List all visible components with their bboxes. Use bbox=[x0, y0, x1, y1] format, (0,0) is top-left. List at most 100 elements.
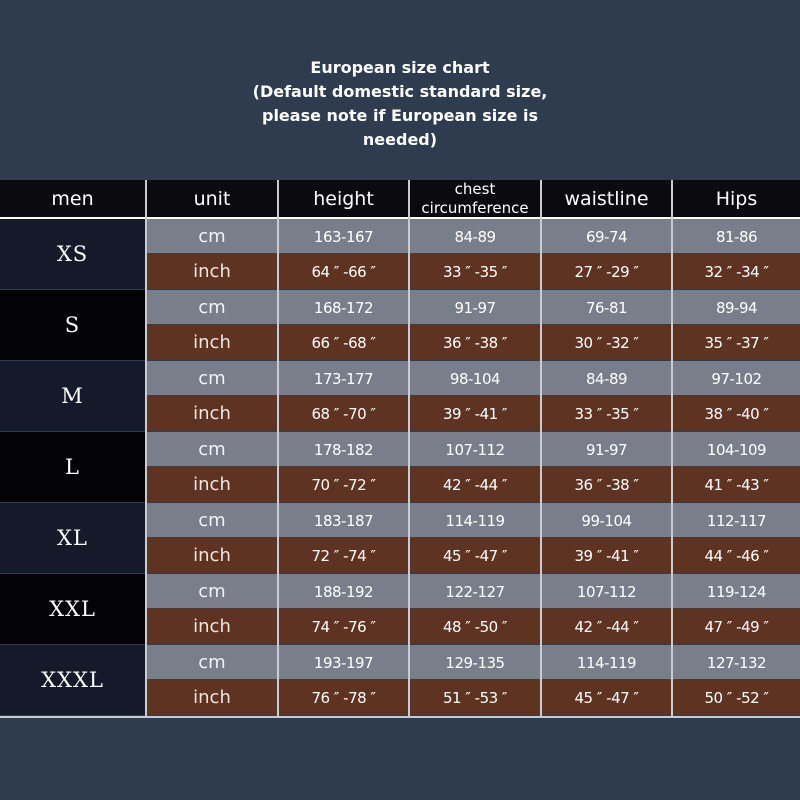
waist-cell: 107-112 bbox=[576, 582, 637, 601]
size-label: XL bbox=[0, 503, 145, 573]
size-label: M bbox=[0, 361, 145, 431]
size-group-l: L cm 178-182 107-112 91-97 104-109 inch … bbox=[0, 432, 800, 502]
unit-cell: cm bbox=[198, 297, 226, 318]
size-label: XXXL bbox=[0, 645, 145, 715]
chest-cell: 33 ″ -35 ″ bbox=[442, 262, 508, 281]
size-group-xl: XL cm 183-187 114-119 99-104 112-117 inc… bbox=[0, 503, 800, 573]
unit-cell: cm bbox=[198, 652, 226, 673]
hips-cell: 104-109 bbox=[706, 440, 767, 459]
size-label: S bbox=[0, 290, 145, 360]
waist-cell: 39 ″ -41 ″ bbox=[574, 546, 639, 565]
waist-cell: 45 ″ -47 ″ bbox=[574, 688, 639, 707]
header-waistline: waistline bbox=[564, 187, 649, 210]
chest-cell: 51 ″ -53 ″ bbox=[442, 688, 508, 707]
table-row-cm: cm 183-187 114-119 99-104 112-117 bbox=[147, 503, 800, 538]
table-row-cm: cm 163-167 84-89 69-74 81-86 bbox=[147, 219, 800, 254]
header-chest-line2: circumference bbox=[421, 199, 529, 217]
hips-cell: 97-102 bbox=[711, 369, 762, 388]
height-cell: 193-197 bbox=[313, 653, 374, 672]
hips-cell: 44 ″ -46 ″ bbox=[704, 546, 769, 565]
chest-cell: 45 ″ -47 ″ bbox=[442, 546, 508, 565]
height-cell: 66 ″ -68 ″ bbox=[311, 333, 376, 352]
hips-cell: 41 ″ -43 ″ bbox=[704, 475, 769, 494]
table-row-cm: cm 193-197 129-135 114-119 127-132 bbox=[147, 645, 800, 680]
height-cell: 178-182 bbox=[313, 440, 374, 459]
chest-cell: 98-104 bbox=[449, 369, 501, 388]
column-divider bbox=[277, 180, 279, 718]
unit-cell: cm bbox=[198, 439, 226, 460]
waist-cell: 76-81 bbox=[585, 298, 628, 317]
header-unit: unit bbox=[193, 187, 231, 210]
hips-cell: 89-94 bbox=[715, 298, 758, 317]
size-label: XXL bbox=[0, 574, 145, 644]
unit-cell: cm bbox=[198, 510, 226, 531]
height-cell: 68 ″ -70 ″ bbox=[311, 404, 376, 423]
unit-cell: cm bbox=[198, 581, 226, 602]
hips-cell: 38 ″ -40 ″ bbox=[704, 404, 769, 423]
column-divider bbox=[671, 180, 673, 718]
unit-cell: inch bbox=[193, 261, 231, 282]
height-cell: 173-177 bbox=[313, 369, 374, 388]
table-row-cm: cm 173-177 98-104 84-89 97-102 bbox=[147, 361, 800, 396]
title-line-4: needed) bbox=[362, 130, 438, 149]
column-divider bbox=[408, 180, 410, 718]
hips-cell: 32 ″ -34 ″ bbox=[704, 262, 769, 281]
height-cell: 168-172 bbox=[313, 298, 374, 317]
hips-cell: 50 ″ -52 ″ bbox=[704, 688, 769, 707]
chest-cell: 39 ″ -41 ″ bbox=[442, 404, 508, 423]
chest-cell: 42 ″ -44 ″ bbox=[442, 475, 508, 494]
table-row-cm: cm 178-182 107-112 91-97 104-109 bbox=[147, 432, 800, 467]
table-row-cm: cm 188-192 122-127 107-112 119-124 bbox=[147, 574, 800, 609]
header-hips: Hips bbox=[715, 187, 758, 210]
waist-cell: 36 ″ -38 ″ bbox=[574, 475, 639, 494]
column-divider bbox=[145, 180, 147, 718]
height-cell: 70 ″ -72 ″ bbox=[311, 475, 376, 494]
size-group-xs: XS cm 163-167 84-89 69-74 81-86 inch 64 … bbox=[0, 219, 800, 289]
hips-cell: 35 ″ -37 ″ bbox=[704, 333, 769, 352]
hips-cell: 81-86 bbox=[715, 227, 758, 246]
chest-cell: 129-135 bbox=[445, 653, 505, 672]
size-label: L bbox=[0, 432, 145, 502]
table-row-cm: cm 168-172 91-97 76-81 89-94 bbox=[147, 290, 800, 325]
unit-cell: inch bbox=[193, 332, 231, 353]
size-label: XS bbox=[0, 219, 145, 289]
unit-cell: inch bbox=[193, 616, 231, 637]
height-cell: 76 ″ -78 ″ bbox=[311, 688, 376, 707]
size-group-xxxl: XXXL cm 193-197 129-135 114-119 127-132 … bbox=[0, 645, 800, 715]
height-cell: 183-187 bbox=[313, 511, 374, 530]
header-height: height bbox=[313, 187, 374, 210]
unit-cell: inch bbox=[193, 687, 231, 708]
height-cell: 64 ″ -66 ″ bbox=[311, 262, 376, 281]
hips-cell: 119-124 bbox=[706, 582, 767, 601]
title-line-3: please note if European size is bbox=[261, 106, 538, 125]
chest-cell: 91-97 bbox=[454, 298, 496, 317]
chest-cell: 48 ″ -50 ″ bbox=[442, 617, 508, 636]
waist-cell: 99-104 bbox=[581, 511, 632, 530]
hips-cell: 47 ″ -49 ″ bbox=[704, 617, 769, 636]
chest-cell: 36 ″ -38 ″ bbox=[442, 333, 508, 352]
waist-cell: 27 ″ -29 ″ bbox=[574, 262, 639, 281]
chart-title: European size chart (Default domestic st… bbox=[200, 56, 600, 152]
size-group-xxl: XXL cm 188-192 122-127 107-112 119-124 i… bbox=[0, 574, 800, 644]
chest-cell: 84-89 bbox=[454, 227, 496, 246]
header-chest-line1: chest bbox=[454, 180, 496, 198]
table-bottom-border bbox=[0, 716, 800, 718]
height-cell: 72 ″ -74 ″ bbox=[311, 546, 376, 565]
unit-cell: cm bbox=[198, 368, 226, 389]
header-chest: chest circumference bbox=[410, 180, 540, 217]
hips-cell: 112-117 bbox=[706, 511, 767, 530]
size-group-m: M cm 173-177 98-104 84-89 97-102 inch 68… bbox=[0, 361, 800, 431]
size-group-s: S cm 168-172 91-97 76-81 89-94 inch 66 ″… bbox=[0, 290, 800, 360]
size-chart-table: men unit height chest circumference wais… bbox=[0, 180, 800, 718]
unit-cell: inch bbox=[193, 403, 231, 424]
table-header: men unit height chest circumference wais… bbox=[0, 180, 800, 219]
waist-cell: 91-97 bbox=[585, 440, 628, 459]
table-row-inch: inch 74 ″ -76 ″ 48 ″ -50 ″ 42 ″ -44 ″ 47… bbox=[147, 609, 800, 644]
column-divider bbox=[540, 180, 542, 718]
title-line-2: (Default domestic standard size, bbox=[252, 82, 548, 101]
waist-cell: 30 ″ -32 ″ bbox=[574, 333, 639, 352]
chest-cell: 122-127 bbox=[445, 582, 505, 601]
height-cell: 188-192 bbox=[313, 582, 374, 601]
table-row-inch: inch 68 ″ -70 ″ 39 ″ -41 ″ 33 ″ -35 ″ 38… bbox=[147, 396, 800, 431]
height-cell: 163-167 bbox=[313, 227, 374, 246]
